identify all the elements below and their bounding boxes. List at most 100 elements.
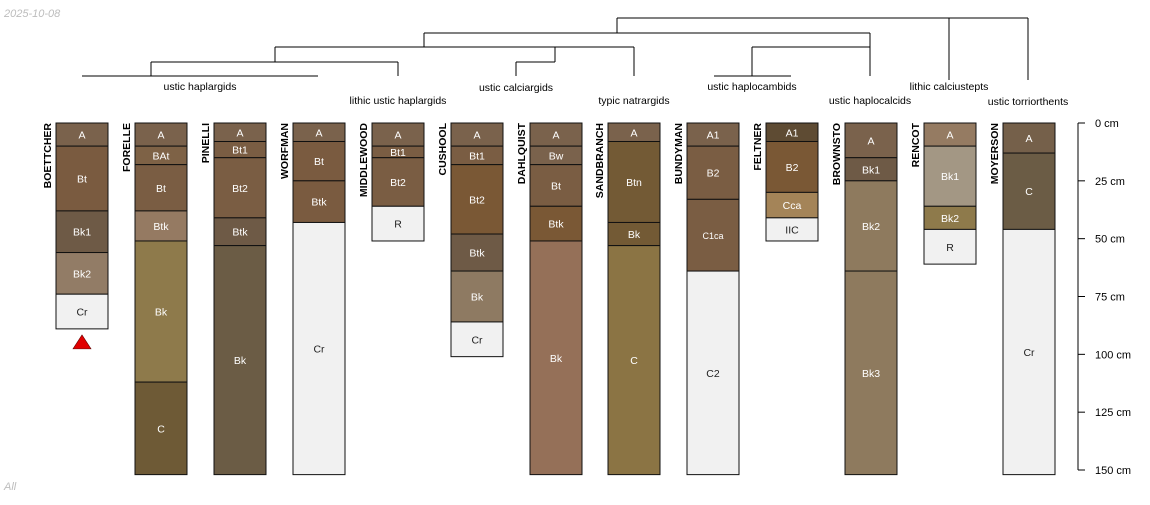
horizon-label: Bt1	[469, 150, 485, 162]
horizon-block	[765, 191, 819, 219]
horizon-label: BAt	[153, 150, 170, 162]
horizon-label: Bk2	[862, 221, 880, 233]
axis-tick-label: 100 cm	[1095, 349, 1131, 361]
horizon-label: A	[394, 130, 401, 142]
horizon-block	[213, 217, 267, 247]
depth-axis: 0 cm 25 cm 50 cm 75 cm 100 cm 125 cm 150 cm	[1077, 118, 1131, 477]
horizon-block	[686, 270, 740, 476]
horizon-block	[844, 180, 898, 272]
horizon-block	[213, 157, 267, 219]
horizon-label: Bk1	[941, 171, 959, 183]
axis-tick-label: 150 cm	[1095, 465, 1131, 477]
horizon-block	[55, 252, 109, 295]
horizon-block	[450, 270, 504, 323]
horizon-label: Btk	[153, 221, 169, 233]
horizon-label: A	[236, 127, 243, 139]
profile-name: BUNDYMAN	[673, 123, 685, 184]
horizon-label: Cr	[76, 307, 88, 319]
horizon-label: C	[1025, 186, 1033, 198]
horizon-label: Bt	[551, 180, 561, 192]
profile-name: MOYERSON	[989, 123, 1001, 184]
horizon-block	[765, 217, 819, 242]
horizon-block	[923, 228, 977, 265]
soil-profile: A Bt Btk Cr WORFMAN	[279, 122, 346, 476]
horizon-label: IIC	[785, 224, 799, 236]
horizon-label: Bk1	[862, 164, 880, 176]
group-label: All	[4, 481, 17, 493]
horizon-block	[371, 205, 425, 242]
profile-name: CUSHOOL	[437, 122, 449, 175]
horizon-label: Bt	[314, 156, 324, 168]
axis-tick-label: 25 cm	[1095, 176, 1125, 188]
horizon-block	[686, 145, 740, 200]
horizon-block	[213, 245, 267, 476]
profile-name: SANDBRANCH	[594, 123, 606, 198]
horizon-label: Bt2	[469, 194, 485, 206]
profile-name: BROWNSTO	[831, 123, 843, 185]
horizon-block	[844, 270, 898, 476]
horizon-label: Bt2	[390, 177, 406, 189]
profile-name: FORELLE	[121, 123, 133, 172]
horizon-label: Btn	[626, 177, 642, 189]
soil-profile: A Bt1 Bt2 Btk Bk Cr CUSHOOL	[437, 122, 504, 358]
taxon-label: lithic ustic haplargids	[350, 95, 447, 107]
horizon-label: C2	[706, 368, 720, 380]
horizon-block	[765, 141, 819, 193]
taxonomy-labels: ustic haplargids lithic ustic haplargids u…	[164, 81, 1069, 108]
horizon-label: Bk	[234, 355, 247, 367]
horizon-label: R	[394, 219, 402, 231]
taxon-label: ustic calciargids	[479, 82, 553, 94]
horizon-label: Btk	[469, 248, 485, 260]
horizon-label: Btk	[311, 197, 327, 209]
soil-profile: A Bw Bt Btk Bk DAHLQUIST	[516, 122, 583, 476]
horizon-label: A1	[786, 127, 799, 139]
horizon-label: Bk2	[73, 268, 91, 280]
horizon-block	[292, 221, 346, 476]
dendrogram	[82, 17, 1029, 80]
profile-name: BOETTCHER	[42, 123, 54, 189]
horizon-label: Cca	[783, 200, 802, 212]
horizon-block	[134, 381, 188, 476]
soil-profile: A Btn Bk C SANDBRANCH	[594, 122, 661, 476]
horizon-label: Bt1	[390, 147, 406, 159]
horizon-label: Bt1	[232, 145, 248, 157]
taxon-label: typic natrargids	[598, 95, 669, 107]
axis-tick-label: 0 cm	[1095, 118, 1119, 130]
horizon-label: A	[315, 127, 322, 139]
horizon-label: A	[473, 130, 480, 142]
horizon-block	[529, 164, 583, 207]
horizon-block	[607, 245, 661, 476]
horizon-block	[55, 210, 109, 254]
taxon-label: ustic haplocambids	[707, 81, 796, 93]
horizon-label: Bk	[155, 307, 168, 319]
horizon-label: Btk	[232, 227, 248, 239]
horizon-block	[1002, 122, 1056, 154]
horizon-label: R	[946, 242, 954, 254]
soil-profile: A Bt Bk1 Bk2 Cr BOETTCHER	[42, 122, 109, 350]
soil-profile: A BAt Bt Btk Bk C FORELLE	[121, 122, 188, 476]
horizon-label: Cr	[313, 344, 325, 356]
horizon-label: Bk	[550, 353, 563, 365]
axis-tick-label: 75 cm	[1095, 292, 1125, 304]
horizon-label: Bk1	[73, 227, 91, 239]
soil-profiles: A Bt Bk1 Bk2 Cr BOETTCHER A BAt Bt Btk Bk C FORELLE A…	[42, 122, 1056, 476]
horizon-block	[529, 240, 583, 476]
horizon-label: C	[630, 355, 638, 367]
date-label: 2025-10-08	[4, 8, 61, 20]
profile-name: MIDDLEWOOD	[358, 123, 370, 197]
axis-tick-label: 125 cm	[1095, 407, 1131, 419]
horizon-label: Bk	[471, 292, 484, 304]
profile-name: PINELLI	[200, 123, 212, 163]
horizon-label: Bt	[156, 183, 166, 195]
horizon-block	[134, 210, 188, 242]
horizon-label: Cr	[471, 334, 483, 346]
horizon-block	[450, 233, 504, 272]
horizon-label: A	[552, 130, 559, 142]
axis-tick-label: 50 cm	[1095, 234, 1125, 246]
horizon-label: A	[1025, 133, 1032, 145]
horizon-block	[292, 180, 346, 223]
warning-triangle-icon	[72, 334, 92, 350]
horizon-label: Bk2	[941, 213, 959, 225]
